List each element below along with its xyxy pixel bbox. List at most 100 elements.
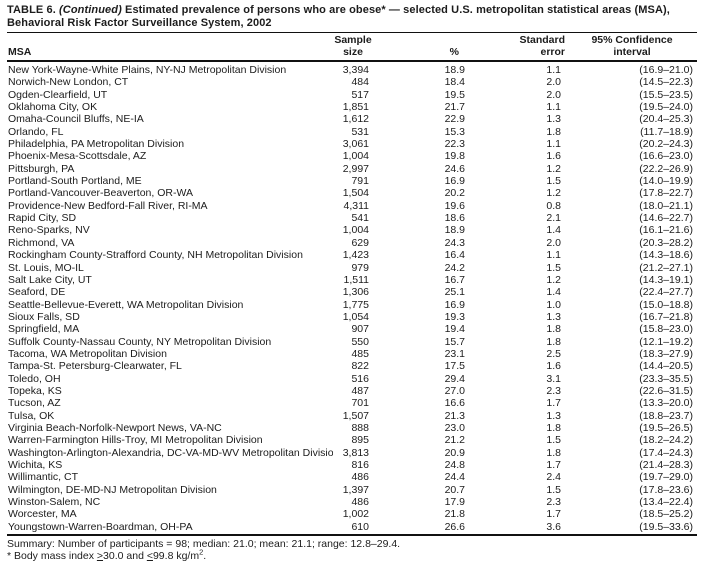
- standard-error-cell: 1.5: [546, 483, 561, 496]
- sample-size-cell: 1,306: [342, 286, 369, 299]
- standard-error-cell: 1.2: [546, 273, 561, 286]
- table-row: Omaha-Council Bluffs, NE-IA 1,612 22.9 1.3 (…: [7, 113, 697, 125]
- sample-size-cell: 484: [351, 76, 369, 89]
- footnote-superscript: 2: [199, 547, 204, 557]
- percent-cell: 21.3: [444, 409, 465, 422]
- msa-name-cell: Wilmington, DE-MD-NJ Metropolitan Divisi…: [8, 483, 217, 496]
- percent-cell: 20.2: [444, 187, 465, 200]
- sample-size-cell: 1,775: [342, 298, 369, 311]
- confidence-interval-cell: (22.4–27.7): [639, 286, 693, 299]
- confidence-interval-cell: (16.6–23.0): [639, 150, 693, 163]
- confidence-interval-cell: (17.8–23.6): [639, 483, 693, 496]
- sample-size-cell: 1,004: [342, 224, 369, 237]
- msa-name-cell: Worcester, MA: [8, 508, 77, 521]
- table-row: Suffolk County-Nassau County, NY Metropo…: [7, 336, 697, 348]
- table-row: Providence-New Bedford-Fall River, RI-MA…: [7, 200, 697, 212]
- msa-name-cell: Toledo, OH: [8, 372, 61, 385]
- standard-error-cell: 1.3: [546, 113, 561, 126]
- confidence-interval-cell: (14.6–22.7): [639, 212, 693, 225]
- table-row: Worcester, MA 1,002 21.8 1.7 (18.5–25.2): [7, 508, 697, 520]
- table-row: Washington-Arlington-Alexandria, DC-VA-M…: [7, 447, 697, 459]
- sample-size-cell: 1,004: [342, 150, 369, 163]
- percent-cell: 19.6: [444, 199, 465, 212]
- table-row: Topeka, KS 487 27.0 2.3 (22.6–31.5): [7, 385, 697, 397]
- table-row: Rockingham County-Strafford County, NH M…: [7, 249, 697, 261]
- sample-size-cell: 1,002: [342, 508, 369, 521]
- msa-name-cell: Topeka, KS: [8, 384, 62, 397]
- standard-error-cell: 1.7: [546, 459, 561, 471]
- sample-size-cell: 3,061: [342, 138, 369, 151]
- standard-error-cell: 2.0: [546, 88, 561, 101]
- confidence-interval-cell: (14.3–18.6): [639, 249, 693, 262]
- percent-cell: 27.0: [444, 384, 465, 397]
- standard-error-cell: 1.2: [546, 162, 561, 175]
- msa-name-cell: Pittsburgh, PA: [8, 162, 75, 175]
- table-row: Salt Lake City, UT 1,511 16.7 1.2 (14.3–19.1…: [7, 274, 697, 286]
- msa-name-cell: Richmond, VA: [8, 236, 75, 249]
- sample-size-cell: 541: [351, 212, 369, 225]
- standard-error-cell: 1.8: [546, 446, 561, 459]
- percent-cell: 22.3: [444, 138, 465, 151]
- percent-cell: 23.1: [444, 347, 465, 360]
- table-row: Seaford, DE 1,306 25.1 1.4 (22.4–27.7): [7, 286, 697, 298]
- table-row: Wilmington, DE-MD-NJ Metropolitan Divisi…: [7, 484, 697, 496]
- table-row: Philadelphia, PA Metropolitan Division 3,…: [7, 138, 697, 150]
- confidence-interval-cell: (14.0–19.9): [639, 175, 693, 188]
- table-row: Springfield, MA 907 19.4 1.8 (15.8–23.0): [7, 323, 697, 335]
- percent-cell: 20.9: [444, 446, 465, 459]
- msa-name-cell: Oklahoma City, OK: [8, 101, 98, 114]
- table-title-label: TABLE 6.: [7, 4, 60, 16]
- standard-error-cell: 1.1: [546, 138, 561, 151]
- sample-size-cell: 486: [351, 496, 369, 509]
- footnote-tail: 99.8 kg/m: [152, 550, 200, 563]
- confidence-interval-cell: (23.3–35.5): [639, 372, 693, 385]
- confidence-interval-cell: (19.5–33.6): [639, 520, 693, 533]
- table-row: Tampa-St. Petersburg-Clearwater, FL 822 17…: [7, 360, 697, 372]
- percent-cell: 23.0: [444, 421, 465, 434]
- sample-size-cell: 3,394: [342, 64, 369, 76]
- standard-error-cell: 2.0: [546, 76, 561, 89]
- column-header-sample-size: Sample size: [333, 33, 377, 62]
- percent-cell: 17.9: [444, 496, 465, 509]
- msa-name-cell: Springfield, MA: [8, 323, 80, 336]
- percent-cell: 18.6: [444, 212, 465, 225]
- standard-error-cell: 2.5: [546, 347, 561, 360]
- column-header-msa: MSA: [7, 33, 333, 62]
- msa-name-cell: Seaford, DE: [8, 286, 66, 299]
- standard-error-cell: 2.4: [546, 471, 561, 484]
- percent-cell: 16.9: [444, 298, 465, 311]
- msa-name-cell: Tampa-St. Petersburg-Clearwater, FL: [8, 360, 182, 373]
- percent-cell: 22.9: [444, 113, 465, 126]
- standard-error-cell: 1.6: [546, 360, 561, 373]
- sample-size-cell: 895: [351, 434, 369, 447]
- table-row: Portland-South Portland, ME 791 16.9 1.5 (14…: [7, 175, 697, 187]
- msa-name-cell: Reno-Sparks, NV: [8, 224, 90, 237]
- sample-size-cell: 1,612: [342, 113, 369, 126]
- column-header-standard-error: Standard error: [473, 33, 569, 62]
- confidence-interval-cell: (22.6–31.5): [639, 384, 693, 397]
- msa-name-cell: Salt Lake City, UT: [8, 273, 92, 286]
- table-row: Wichita, KS 816 24.8 1.7 (21.4–28.3): [7, 459, 697, 471]
- confidence-interval-cell: (20.4–25.3): [639, 113, 693, 126]
- sample-size-cell: 487: [351, 384, 369, 397]
- table-footer: Summary: Number of participants = 98; me…: [7, 536, 697, 562]
- sample-size-cell: 1,851: [342, 101, 369, 114]
- standard-error-cell: 1.1: [546, 101, 561, 114]
- confidence-interval-cell: (15.0–18.8): [639, 298, 693, 311]
- percent-cell: 29.4: [444, 372, 465, 385]
- msa-name-cell: Washington-Arlington-Alexandria, DC-VA-M…: [8, 446, 333, 459]
- confidence-interval-cell: (12.1–19.2): [639, 335, 693, 348]
- sample-size-cell: 1,397: [342, 483, 369, 496]
- table-row: Portland-Vancouver-Beaverton, OR-WA 1,504…: [7, 187, 697, 199]
- percent-cell: 21.7: [444, 101, 465, 114]
- summary-line: Summary: Number of participants = 98; me…: [7, 538, 401, 551]
- msa-name-cell: Willimantic, CT: [8, 471, 78, 484]
- table-row: Sioux Falls, SD 1,054 19.3 1.3 (16.7–21.8): [7, 311, 697, 323]
- percent-cell: 18.9: [444, 64, 465, 76]
- standard-error-cell: 1.1: [546, 249, 561, 262]
- confidence-interval-cell: (15.5–23.5): [639, 88, 693, 101]
- table-row: Willimantic, CT 486 24.4 2.4 (19.7–29.0): [7, 471, 697, 483]
- table-body: New York-Wayne-White Plains, NY-NJ Metro…: [7, 61, 697, 536]
- sample-size-cell: 907: [351, 323, 369, 336]
- msa-name-cell: Tucson, AZ: [8, 397, 61, 410]
